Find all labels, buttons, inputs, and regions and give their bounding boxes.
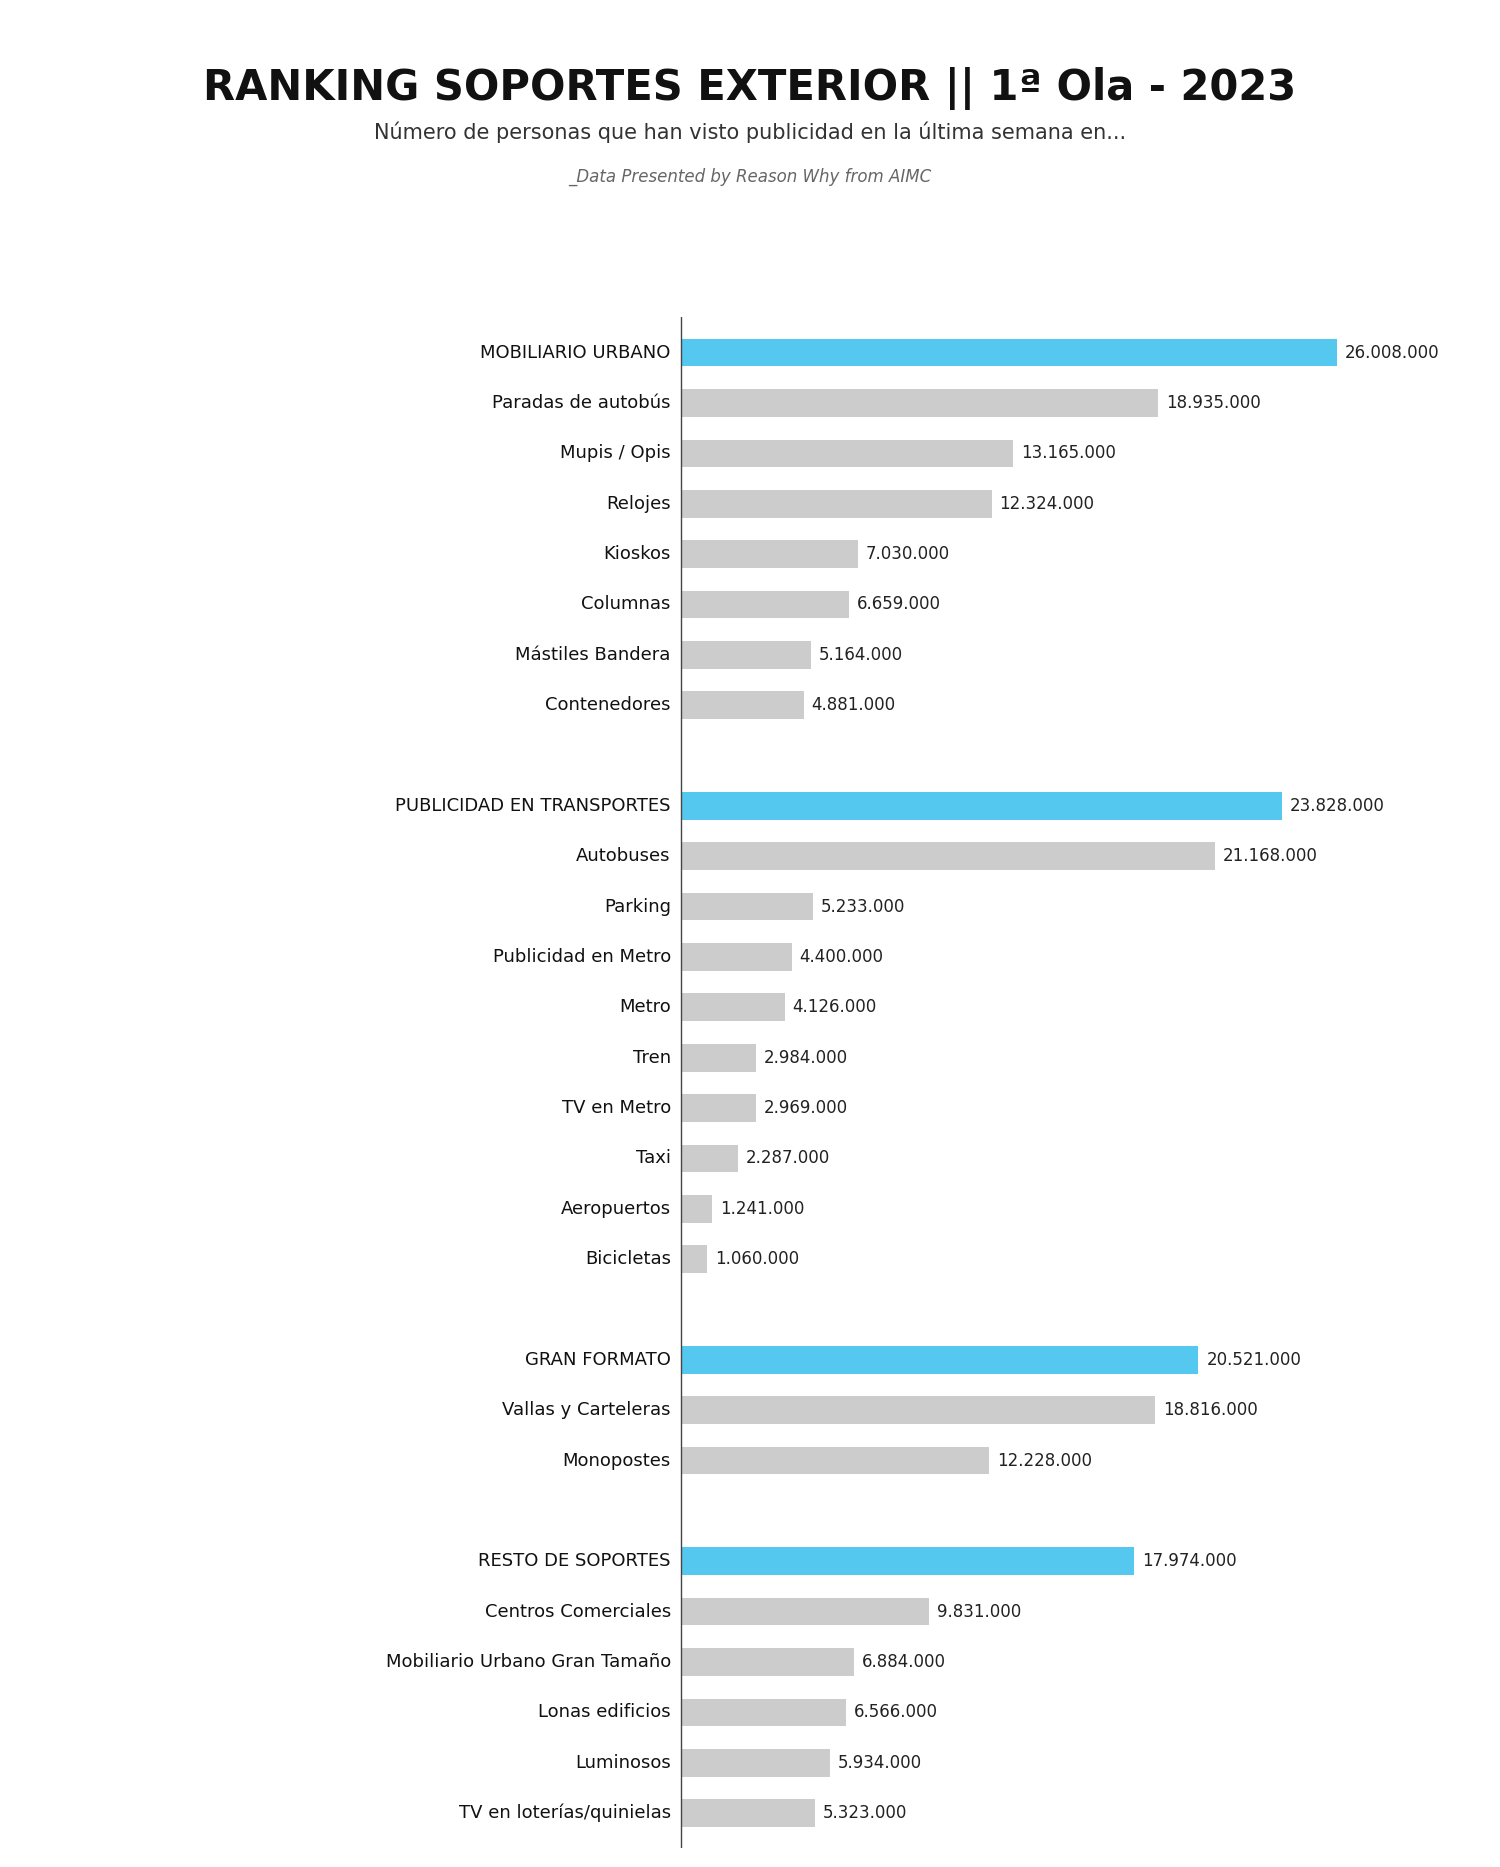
Bar <box>681 792 1282 820</box>
Text: RANKING SOPORTES EXTERIOR || 1ª Ola - 2023: RANKING SOPORTES EXTERIOR || 1ª Ola - 20… <box>204 67 1296 110</box>
Bar <box>681 1144 738 1172</box>
Bar <box>681 1397 1155 1425</box>
Bar <box>681 540 858 568</box>
Text: Monopostes: Monopostes <box>562 1451 670 1469</box>
Text: Bicicletas: Bicicletas <box>585 1251 670 1268</box>
Text: Kioskos: Kioskos <box>603 545 670 564</box>
Text: 23.828.000: 23.828.000 <box>1290 797 1384 814</box>
Text: Mástiles Bandera: Mástiles Bandera <box>516 646 670 665</box>
Text: 5.233.000: 5.233.000 <box>821 898 904 915</box>
Text: Lonas edificios: Lonas edificios <box>538 1703 670 1721</box>
Text: Mobiliario Urbano Gran Tamaño: Mobiliario Urbano Gran Tamaño <box>386 1652 670 1671</box>
Text: GRAN FORMATO: GRAN FORMATO <box>525 1352 670 1369</box>
Text: 17.974.000: 17.974.000 <box>1142 1551 1236 1570</box>
Text: PUBLICIDAD EN TRANSPORTES: PUBLICIDAD EN TRANSPORTES <box>396 797 670 814</box>
Bar <box>681 338 1336 366</box>
Text: RESTO DE SOPORTES: RESTO DE SOPORTES <box>478 1551 670 1570</box>
Text: 18.816.000: 18.816.000 <box>1164 1402 1258 1419</box>
Bar <box>681 590 849 618</box>
Text: TV en loterías/quinielas: TV en loterías/quinielas <box>459 1804 670 1822</box>
Text: 5.323.000: 5.323.000 <box>824 1804 908 1822</box>
Text: Tren: Tren <box>633 1049 670 1066</box>
Text: Taxi: Taxi <box>636 1150 670 1167</box>
Text: Relojes: Relojes <box>606 495 670 513</box>
Text: Paradas de autobús: Paradas de autobús <box>492 394 670 413</box>
Bar <box>681 640 812 668</box>
Bar <box>681 943 792 971</box>
Text: 2.287.000: 2.287.000 <box>746 1150 831 1167</box>
Text: Autobuses: Autobuses <box>576 848 670 864</box>
Bar <box>681 1800 814 1828</box>
Text: Publicidad en Metro: Publicidad en Metro <box>492 948 670 965</box>
Bar <box>681 1044 756 1072</box>
Text: Columnas: Columnas <box>582 596 670 614</box>
Bar <box>681 1749 831 1777</box>
Text: Metro: Metro <box>620 999 670 1016</box>
Text: Luminosos: Luminosos <box>574 1753 670 1772</box>
Text: 4.400.000: 4.400.000 <box>800 948 883 965</box>
Text: 13.165.000: 13.165.000 <box>1020 444 1116 463</box>
Text: 6.884.000: 6.884.000 <box>862 1652 946 1671</box>
Bar <box>681 1094 756 1122</box>
Text: 18.935.000: 18.935.000 <box>1167 394 1262 413</box>
Text: _Data Presented by Reason Why from AIMC: _Data Presented by Reason Why from AIMC <box>568 168 932 187</box>
Text: 4.881.000: 4.881.000 <box>812 696 895 715</box>
Text: 9.831.000: 9.831.000 <box>936 1602 1022 1621</box>
Text: Aeropuertos: Aeropuertos <box>561 1200 670 1217</box>
Text: 6.659.000: 6.659.000 <box>856 596 940 614</box>
Bar <box>681 1346 1198 1374</box>
Bar <box>681 439 1012 467</box>
Text: 4.126.000: 4.126.000 <box>792 999 877 1016</box>
Text: 1.241.000: 1.241.000 <box>720 1200 804 1217</box>
Bar <box>681 489 992 517</box>
Text: MOBILIARIO URBANO: MOBILIARIO URBANO <box>480 344 670 362</box>
Text: 5.934.000: 5.934.000 <box>839 1753 922 1772</box>
Text: 21.168.000: 21.168.000 <box>1222 848 1317 864</box>
Bar <box>681 388 1158 416</box>
Bar <box>681 1598 928 1626</box>
Text: Mupis / Opis: Mupis / Opis <box>560 444 670 463</box>
Text: 1.060.000: 1.060.000 <box>716 1251 800 1268</box>
Text: 20.521.000: 20.521.000 <box>1206 1352 1300 1369</box>
Text: 5.164.000: 5.164.000 <box>819 646 903 665</box>
Text: TV en Metro: TV en Metro <box>561 1100 670 1116</box>
Text: 7.030.000: 7.030.000 <box>865 545 950 564</box>
Bar <box>681 1699 846 1727</box>
Text: Parking: Parking <box>604 898 670 915</box>
Text: Vallas y Carteleras: Vallas y Carteleras <box>503 1402 670 1419</box>
Bar <box>681 691 804 719</box>
Bar <box>681 1245 708 1273</box>
Text: 2.984.000: 2.984.000 <box>764 1049 847 1066</box>
Text: 6.566.000: 6.566.000 <box>853 1703 938 1721</box>
Text: Contenedores: Contenedores <box>546 696 670 715</box>
Bar <box>681 1649 855 1677</box>
Bar <box>681 892 813 920</box>
Bar <box>681 842 1215 870</box>
Bar <box>681 1195 712 1223</box>
Text: 12.228.000: 12.228.000 <box>998 1451 1092 1469</box>
Text: Centros Comerciales: Centros Comerciales <box>484 1602 670 1621</box>
Text: 2.969.000: 2.969.000 <box>764 1100 847 1116</box>
Bar <box>681 1447 988 1475</box>
Text: Número de personas que han visto publicidad en la última semana en...: Número de personas que han visto publici… <box>374 121 1126 144</box>
Bar <box>681 1548 1134 1576</box>
Text: 12.324.000: 12.324.000 <box>999 495 1095 513</box>
Text: 26.008.000: 26.008.000 <box>1344 344 1440 362</box>
Bar <box>681 993 784 1021</box>
